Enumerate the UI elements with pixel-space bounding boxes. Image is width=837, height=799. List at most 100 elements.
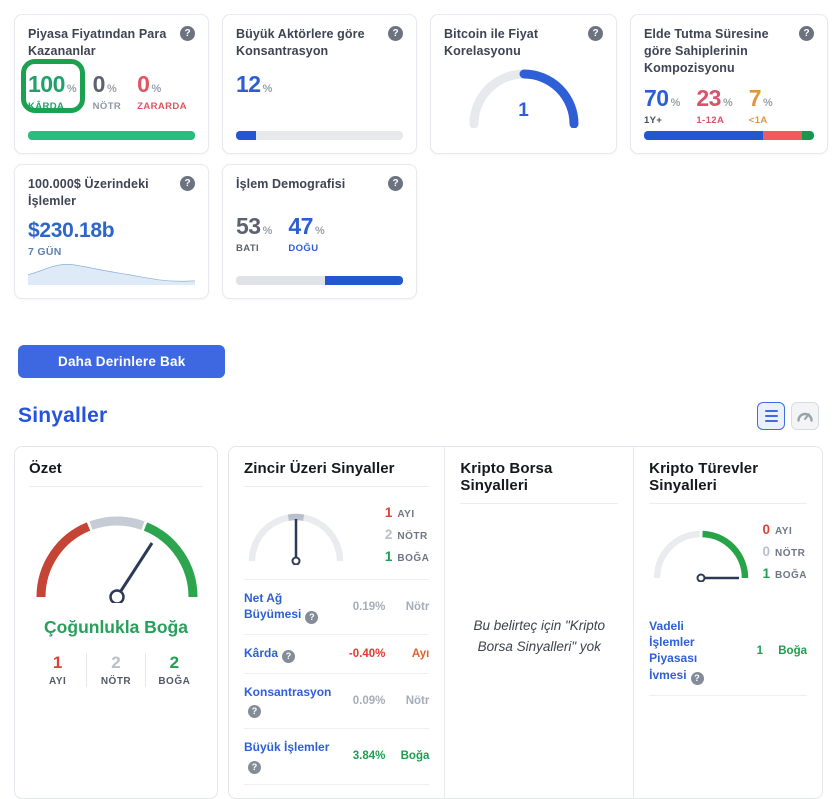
stat-label: AYI (775, 525, 793, 537)
signal-row-futures-momentum: Vadeli İşlemler Piyasası İvmesi? 1 Boğa (649, 608, 807, 696)
bar-segment-blue (236, 131, 257, 140)
signal-value: 0.19% (352, 601, 386, 614)
correlation-gauge: 1 (462, 64, 586, 133)
stat-label: AYI (49, 676, 67, 687)
stat-traders: 7% <1A (749, 85, 773, 126)
signal-label: Büyük İşlemler (244, 740, 330, 755)
help-icon[interactable]: ? (282, 650, 296, 664)
bar-segment-red (763, 131, 803, 140)
stat-neutral: 0% NÖTR (93, 71, 122, 112)
exchange-header: Kripto Borsa Sinyalleri (460, 460, 619, 504)
help-icon[interactable]: ? (388, 26, 403, 41)
stat-label: KÂRDA (28, 100, 65, 112)
large-tx-value: $230.18b (28, 218, 115, 242)
stat-label: NÖTR (100, 676, 132, 687)
stat-label: ZARARDA (137, 100, 187, 112)
stat-hodlers: 70% 1Y+ (644, 85, 680, 126)
card-title: Piyasa Fiyatından Para Kazananlar (28, 27, 167, 58)
signal-label: Vadeli İşlemler Piyasası İvmesi (649, 619, 698, 682)
stat-value: 7 (748, 84, 762, 111)
stat-value: 1 (384, 504, 393, 520)
stat-value: 0 (762, 543, 770, 559)
signal-value: 0.09% (352, 695, 386, 708)
help-icon[interactable]: ? (248, 705, 261, 719)
signal-value: 1 (756, 645, 763, 658)
card-large-transactions: 100.000$ Üzerindeki İşlemler ? $230.18b … (14, 164, 209, 299)
signals-heading: Sinyaller (18, 404, 108, 427)
signal-label: Net Ağ Büyümesi (244, 591, 302, 622)
card-transaction-demographics: İşlem Demografisi ? 53% BATI 47% DOĞU (222, 164, 417, 299)
derivatives-header: Kripto Türevler Sinyalleri (649, 460, 807, 504)
stat-east: 47% DOĞU (288, 213, 324, 254)
help-icon[interactable]: ? (305, 611, 319, 625)
stat-label: BOĞA (775, 569, 807, 581)
gauge-view-button[interactable] (791, 402, 819, 430)
help-icon[interactable]: ? (690, 671, 704, 685)
stat-label: BATI (236, 242, 260, 254)
percent-sign: % (262, 224, 273, 237)
concentration-progress-bar (236, 131, 403, 140)
signal-row-net-network-growth: Net Ağ Büyümesi? 0.19% Nötr (244, 579, 430, 634)
stat-value: 0 (762, 521, 770, 537)
stat-label: <1A (748, 114, 768, 126)
signal-value: -0.40% (348, 648, 386, 661)
onchain-stats: 1 AYI 2 NÖTR 1 BOĞA (380, 505, 429, 564)
summary-gauge (36, 516, 198, 603)
card-title: Elde Tutma Süresine göre Sahiplerinin Ko… (644, 27, 769, 75)
deep-dive-button[interactable]: Daha Derinlere Bak (18, 345, 226, 378)
help-icon[interactable]: ? (588, 26, 603, 41)
correlation-value: 1 (518, 99, 529, 121)
stat-value: 53 (236, 212, 261, 239)
stat-label: NÖTR (775, 547, 806, 559)
card-price-correlation: Bitcoin ile Fiyat Korelasyonu ? 1 (430, 14, 617, 154)
stat-label: NÖTR (397, 530, 428, 542)
card-title: Bitcoin ile Fiyat Korelasyonu (444, 27, 539, 58)
stat-value: 2 (384, 526, 393, 542)
percent-sign: % (66, 82, 77, 95)
signal-value: 3.84% (352, 750, 386, 763)
view-toggle-group (757, 402, 819, 430)
summary-stats: 1 AYI 2 NÖTR 2 BOĞA (29, 653, 203, 687)
bar-segment-blue (644, 131, 763, 140)
bar-segment-green (802, 131, 814, 140)
holders-composition-bar (644, 131, 814, 140)
card-holders-composition: Elde Tutma Süresine göre Sahiplerinin Ko… (630, 14, 828, 154)
demographics-bar (236, 276, 403, 285)
stat-label: AYI (397, 508, 415, 520)
stat-value: 1 (762, 565, 770, 581)
bar-segment-green (28, 131, 195, 140)
signal-row-in-the-money: Kârda? -0.40% Ayı (244, 634, 430, 673)
stat-value: 12 (236, 70, 261, 97)
summary-panel: Özet Çoğunlukla Boğa 1 AYI 2 NÖTR 2 BOĞA (14, 446, 218, 799)
onchain-gauge (248, 513, 344, 565)
stat-value: 100 (28, 70, 65, 97)
help-icon[interactable]: ? (388, 176, 403, 191)
stat-value: 47 (288, 212, 313, 239)
help-icon[interactable]: ? (180, 26, 195, 41)
signal-row-concentration: Konsantrasyon? 0.09% Nötr (244, 673, 430, 728)
help-icon[interactable]: ? (799, 26, 814, 41)
gauge-icon (797, 412, 813, 422)
list-view-button[interactable] (757, 402, 785, 430)
onchain-header: Zincir Üzeri Sinyaller (244, 460, 430, 487)
stat-label: BOĞA (158, 676, 191, 687)
stat-value: 0 (92, 70, 106, 97)
card-title: 100.000$ Üzerindeki İşlemler (28, 177, 149, 208)
stat-cruisers: 23% 1-12A (696, 85, 732, 126)
stat-value: 1 (384, 548, 393, 564)
stat-label: 1Y+ (644, 114, 663, 126)
large-tx-area-chart (28, 263, 195, 285)
stat-value: 0 (137, 70, 150, 97)
summary-verdict: Çoğunlukla Boğa (44, 617, 188, 637)
stat-value: 23 (696, 84, 721, 111)
help-icon[interactable]: ? (248, 760, 261, 774)
signal-row-large-transactions: Büyük İşlemler? 3.84% Boğa (244, 728, 430, 783)
derivatives-stats: 0 AYI 0 NÖTR 1 BOĞA (758, 522, 807, 581)
stat-label: 1-12A (696, 114, 725, 126)
bar-segment-blue (324, 276, 403, 285)
help-icon[interactable]: ? (180, 176, 195, 191)
summary-stat-bullish: 2 BOĞA (144, 653, 203, 687)
percent-sign: % (314, 224, 325, 237)
stat-west: 53% BATI (236, 213, 272, 254)
